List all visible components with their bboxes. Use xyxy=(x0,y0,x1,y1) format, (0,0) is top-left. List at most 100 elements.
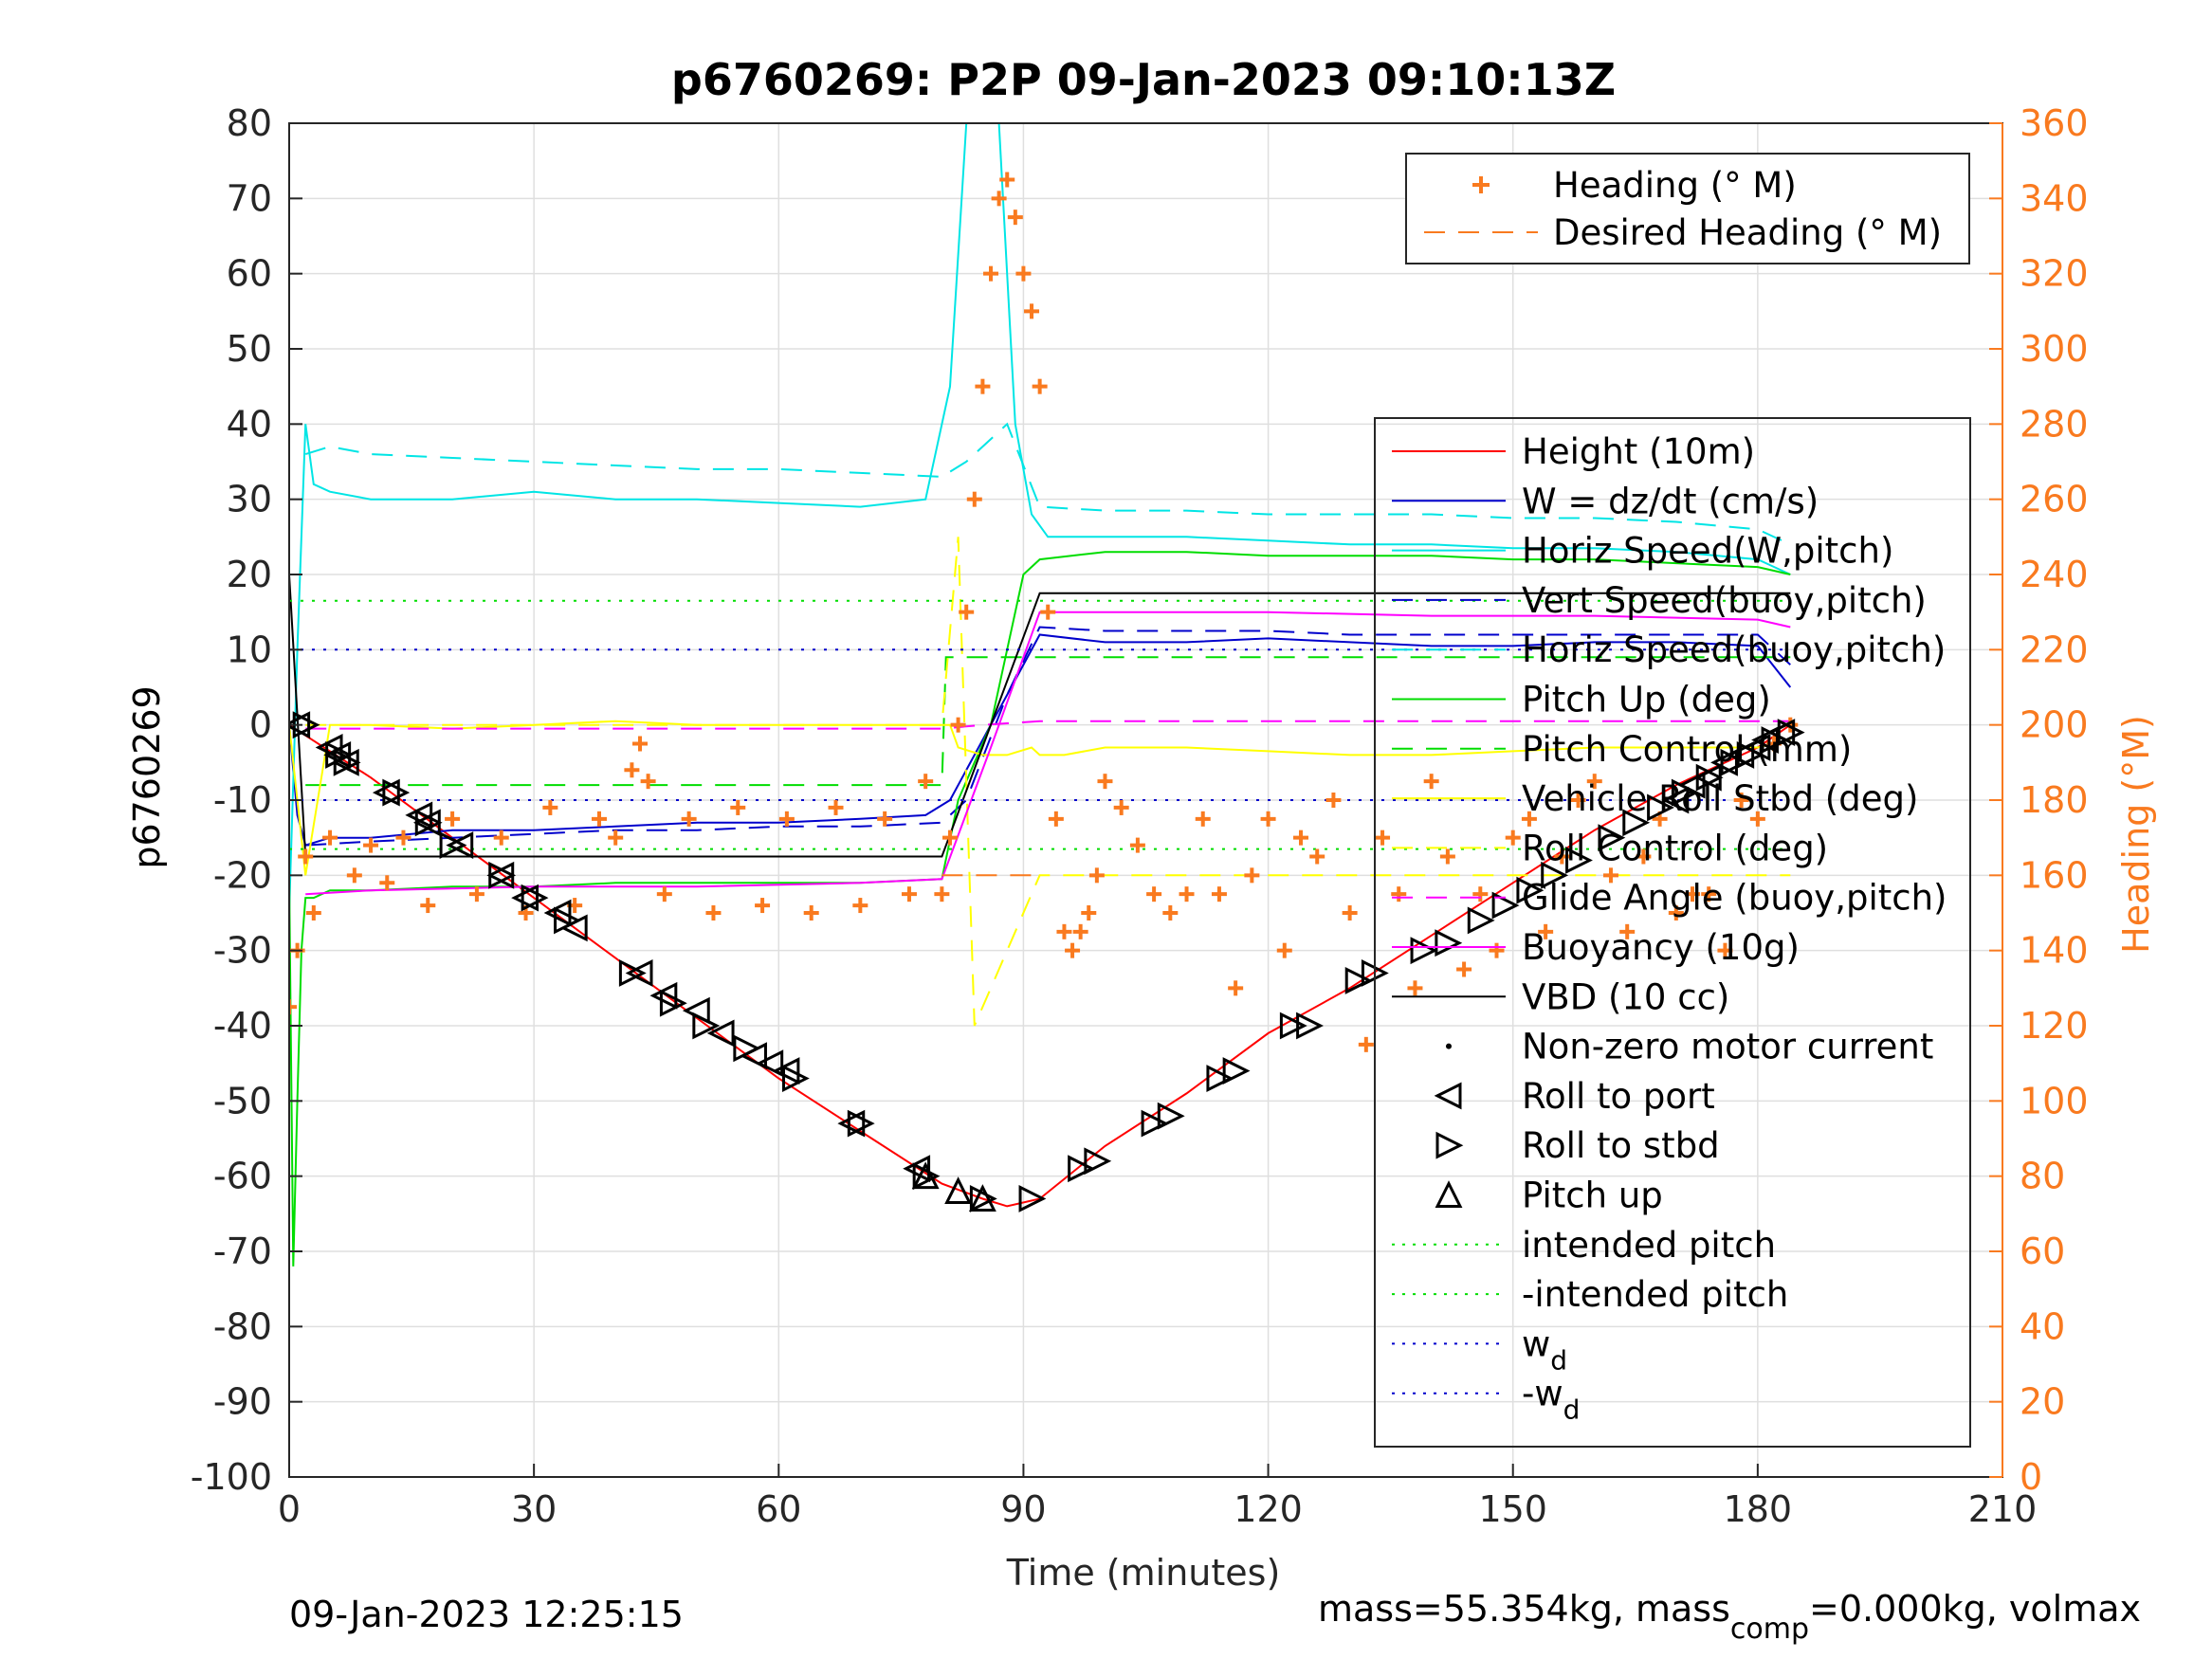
legend-heading-box xyxy=(1405,153,1970,264)
heading-point xyxy=(1097,774,1113,790)
roll-stbd-marker xyxy=(969,1185,997,1212)
legend-main-entry: Height (10m) xyxy=(1392,431,1755,472)
legend-main-label: -intended pitch xyxy=(1522,1274,1788,1315)
roll-stbd-marker xyxy=(1622,809,1651,837)
roll-stbd-marker xyxy=(1467,906,1495,935)
roll-stbd-marker xyxy=(1565,847,1593,874)
legend-label-main: Pitch Control (mm) xyxy=(1522,729,1852,770)
roll-port-marker xyxy=(1661,786,1690,814)
heading-point xyxy=(1276,942,1292,958)
heading-point xyxy=(1113,799,1129,815)
heading-point xyxy=(1505,830,1521,846)
x-tick-label: 0 xyxy=(278,1488,301,1530)
heading-point xyxy=(1733,793,1749,808)
x-axis-label: Time (minutes) xyxy=(1006,1552,1281,1594)
heading-point xyxy=(1358,1036,1374,1052)
heading-point xyxy=(901,886,917,902)
roll-stbd-marker xyxy=(1647,793,1674,822)
legend-main-entry: -wd xyxy=(1392,1374,1580,1426)
heading-point xyxy=(1179,886,1195,902)
heading-point xyxy=(395,830,411,846)
heading-point xyxy=(1636,848,1652,865)
heading-point xyxy=(1309,848,1325,865)
legend-main-label: Roll to stbd xyxy=(1522,1125,1720,1166)
heading-point xyxy=(730,799,746,815)
legend-label-main: Buoyancy (10g) xyxy=(1522,927,1800,968)
y-right-tick-label: 200 xyxy=(2020,704,2089,746)
series-vehicle-roll-stbd-deg xyxy=(289,720,1791,876)
heading-point xyxy=(1489,942,1505,958)
heading-point xyxy=(966,491,982,507)
legend-main-entry: Roll to port xyxy=(1434,1076,1715,1117)
legend-main-entry: Non-zero motor current xyxy=(1446,1027,1933,1067)
roll-port-marker xyxy=(543,899,572,927)
roll-port-marker xyxy=(1751,726,1779,754)
y-right-tick-label: 220 xyxy=(2020,629,2089,670)
roll-stbd-marker xyxy=(847,1109,875,1138)
legend-label-main: intended pitch xyxy=(1522,1225,1776,1266)
series-horiz-speed-w-pitch xyxy=(289,123,1791,914)
heading-point xyxy=(705,905,722,921)
heading-point xyxy=(468,886,484,902)
roll-stbd-marker xyxy=(1206,1065,1234,1092)
roll-stbd-marker xyxy=(692,1012,721,1040)
legend-label-main: Horiz Speed(W,pitch) xyxy=(1522,531,1893,572)
roll-stbd-marker xyxy=(1296,1012,1324,1040)
roll-stbd-marker xyxy=(912,1162,941,1191)
legend-main-label: Non-zero motor current xyxy=(1522,1027,1933,1067)
legend-glyph xyxy=(1446,1043,1452,1049)
heading-point xyxy=(1129,837,1145,853)
roll-stbd-marker xyxy=(1761,726,1789,754)
legend-label-sub: d xyxy=(1563,1395,1581,1426)
heading-point xyxy=(999,172,1015,188)
legend-label-main: Pitch up xyxy=(1522,1176,1663,1216)
legend-main-entry: VBD (10 cc) xyxy=(1392,976,1729,1017)
roll-port-marker xyxy=(1710,748,1738,776)
heading-point xyxy=(852,898,868,914)
legend-heading: Heading (° M) Desired Heading (° M) xyxy=(1405,153,1970,264)
legend-main-entry: Pitch Up (deg) xyxy=(1392,680,1771,720)
roll-port-marker xyxy=(706,1019,735,1048)
heading-point xyxy=(1439,848,1455,865)
heading-point xyxy=(591,811,607,827)
roll-stbd-marker xyxy=(439,831,467,860)
heading-point xyxy=(1456,961,1472,977)
legend-glyph xyxy=(1435,1131,1464,1159)
roll-stbd-marker xyxy=(781,1065,810,1092)
heading-point xyxy=(1081,905,1097,921)
y-right-tick-label: 100 xyxy=(2020,1080,2089,1121)
series-vert-speed-buoy-pitch xyxy=(305,626,1791,847)
heading-point xyxy=(1570,793,1586,808)
roll-stbd-marker xyxy=(1157,1102,1185,1130)
y-right-tick-label: 360 xyxy=(2020,102,2089,144)
roll-stbd-marker xyxy=(1279,1012,1307,1040)
heading-point xyxy=(1211,886,1227,902)
legend-main-label: Horiz Speed(buoy,pitch) xyxy=(1522,629,1946,670)
legend-main-label: Pitch Up (deg) xyxy=(1522,680,1771,720)
y-tick-label: 20 xyxy=(227,554,272,595)
heading-point xyxy=(918,774,934,790)
roll-stbd-marker xyxy=(325,740,353,769)
y-right-tick-label: 340 xyxy=(2020,177,2089,219)
pitch-up-marker xyxy=(944,1176,973,1205)
legend-label-main: VBD (10 cc) xyxy=(1522,976,1729,1017)
heading-point xyxy=(298,848,314,865)
y-tick-label: 60 xyxy=(227,253,272,295)
heading-point xyxy=(1056,923,1072,939)
legend-main-label: -wd xyxy=(1522,1374,1580,1426)
roll-stbd-marker xyxy=(1222,1057,1251,1085)
chart-title: p6760269: P2P 09-Jan-2023 09:10:13Z xyxy=(671,54,1616,105)
legend-main-label: Roll to port xyxy=(1522,1076,1715,1117)
heading-point xyxy=(640,774,656,790)
heading-point xyxy=(289,999,297,1015)
heading-point xyxy=(608,830,624,846)
x-tick-label: 120 xyxy=(1234,1488,1303,1530)
y-tick-label: -100 xyxy=(191,1456,272,1498)
legend-heading-label: Desired Heading (° M) xyxy=(1553,212,1942,253)
legend-label-main: Roll to stbd xyxy=(1522,1125,1720,1166)
legend-main-label: intended pitch xyxy=(1522,1225,1776,1266)
legend-main-entry: Horiz Speed(W,pitch) xyxy=(1392,531,1893,572)
legend-main-entry: intended pitch xyxy=(1392,1225,1776,1266)
heading-point xyxy=(1668,905,1684,921)
footer-mass: mass=55.354kg, masscomp=0.000kg, volmax xyxy=(1318,1588,2141,1646)
